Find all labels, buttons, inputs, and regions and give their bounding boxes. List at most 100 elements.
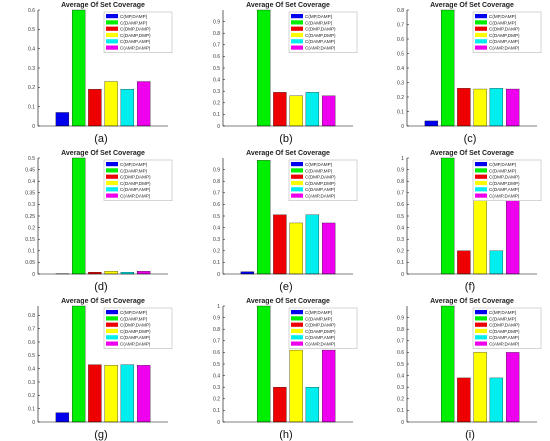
legend-label: C(DMP,DAMP) [305, 175, 336, 180]
legend-label: C(DAMP,MP) [120, 20, 148, 25]
legend: C(MP,DAMP)C(DAMP,MP) C(DMP,DAMP)C(DAMP,DM… [472, 307, 542, 349]
legend: C(MP,DAMP)C(DAMP,MP) C(DMP,DAMP)C(DAMP,DM… [103, 307, 173, 349]
legend-swatch [475, 341, 487, 346]
legend-label: C(DAMP,DMP) [489, 329, 520, 334]
y-tick-label: 0.7 [397, 22, 404, 28]
y-tick-label: 0.9 [397, 315, 404, 321]
legend: C(MP,DAMP)C(DAMP,MP) C(DMP,DAMP)C(DAMP,DM… [103, 159, 173, 201]
y-tick-label: 0.3 [213, 237, 220, 243]
legend-label: C(DAMP,MP) [120, 316, 148, 321]
legend-swatch [475, 168, 487, 173]
y-tick-label: 0 [217, 272, 220, 278]
y-tick-label: 0.4 [213, 225, 220, 231]
legend-label: C(DMP,DAMP) [120, 27, 151, 32]
bar-C(AMP,DAMP) [505, 88, 520, 127]
legend-swatch [291, 341, 303, 346]
bar-C(DAMP,DMP) [104, 81, 118, 127]
y-tick-label: 0.15 [25, 237, 35, 243]
legend-swatch [291, 322, 303, 327]
legend: C(MP,DAMP)C(DAMP,MP) C(DMP,DAMP)C(DAMP,DM… [288, 307, 358, 349]
legend-swatch [291, 14, 303, 19]
y-tick-label: 0.7 [397, 339, 404, 345]
y-tick-label: 0 [217, 420, 220, 426]
legend-swatch [475, 26, 487, 31]
bar-C(DMP,DAMP) [457, 250, 471, 275]
y-tick-label: 0.8 [213, 31, 220, 37]
y-tick-label: 0.5 [397, 362, 404, 368]
y-tick-label: 0.45 [25, 167, 35, 173]
y-tick-label: 0.2 [397, 95, 404, 101]
legend-swatch [106, 39, 118, 44]
legend-swatch [475, 39, 487, 44]
legend-label: C(DAMP,MP) [489, 168, 517, 173]
legend-swatch [106, 32, 118, 38]
y-tick-label: 0.3 [213, 89, 220, 95]
y-tick-label: 0.2 [213, 249, 220, 255]
bar-C(MP,DAMP) [55, 412, 70, 423]
legend-swatch [106, 20, 118, 25]
panel-caption: (g) [94, 429, 107, 441]
legend-label: C(MP,DAMP) [489, 14, 517, 19]
bar-C(AMP,DAMP) [136, 271, 151, 275]
legend-swatch [475, 20, 487, 25]
bar-C(DAMP,AMP) [489, 88, 504, 127]
y-tick-label: 0.05 [25, 260, 35, 266]
y-tick-label: 0.2 [28, 393, 35, 399]
legend-swatch [475, 180, 487, 186]
y-tick-label: 0 [217, 124, 220, 130]
bar-C(AMP,DAMP) [321, 349, 336, 423]
y-tick-label: 0.25 [25, 214, 35, 220]
legend: C(MP,DAMP)C(DAMP,MP) C(DMP,DAMP)C(DAMP,DM… [472, 11, 542, 53]
y-tick-label: 0.8 [28, 313, 35, 319]
legend-label: C(AMP,DAMP) [120, 342, 151, 347]
y-tick-label: 0.2 [28, 225, 35, 231]
legend-swatch [106, 322, 118, 327]
legend-swatch [475, 316, 487, 321]
legend-swatch [106, 328, 118, 334]
y-tick-label: 0.7 [213, 43, 220, 49]
bar-C(DMP,DAMP) [88, 89, 102, 127]
legend-label: C(DAMP,DMP) [489, 33, 520, 38]
y-tick-label: 0.5 [213, 362, 220, 368]
legend-label: C(MP,DAMP) [120, 162, 148, 167]
bar-C(DAMP,AMP) [120, 364, 135, 423]
bar-C(AMP,DAMP) [321, 222, 336, 275]
legend-swatch [475, 193, 487, 198]
y-tick-label: 0.6 [28, 8, 35, 14]
y-tick-label: 0.6 [213, 54, 220, 60]
legend-label: C(DMP,DAMP) [489, 27, 520, 32]
y-tick-label: 0.6 [213, 202, 220, 208]
panel-caption: (h) [279, 429, 292, 441]
legend-label: C(MP,DAMP) [489, 310, 517, 315]
legend-label: C(AMP,DAMP) [305, 194, 336, 199]
y-tick-label: 0.8 [397, 8, 404, 14]
legend-label: C(MP,DAMP) [305, 14, 333, 19]
bar-C(DMP,DAMP) [457, 88, 471, 127]
y-tick-label: 0.7 [28, 326, 35, 332]
y-tick-label: 0.1 [213, 260, 220, 266]
bar-C(DAMP,AMP) [120, 89, 135, 127]
y-tick-label: 0.1 [397, 408, 404, 414]
legend-swatch [291, 168, 303, 173]
bar-C(DAMP,MP) [256, 305, 271, 423]
legend-swatch [291, 45, 303, 50]
legend-label: C(DAMP,MP) [305, 316, 333, 321]
legend-label: C(DMP,DAMP) [489, 175, 520, 180]
legend: C(MP,DAMP)C(DAMP,MP) C(DMP,DAMP)C(DAMP,DM… [103, 11, 173, 53]
y-tick-label: 0.7 [397, 191, 404, 197]
bar-C(AMP,DAMP) [136, 81, 151, 127]
bar-C(DAMP,DMP) [289, 222, 303, 275]
legend-label: C(DAMP,AMP) [305, 187, 336, 192]
legend-label: C(DAMP,AMP) [120, 187, 151, 192]
legend-label: C(DMP,DAMP) [120, 323, 151, 328]
bar-C(DAMP,MP) [440, 157, 455, 275]
panel-caption: (e) [279, 281, 292, 293]
legend-label: C(DAMP,AMP) [489, 187, 520, 192]
legend-label: C(DAMP,MP) [305, 168, 333, 173]
bar-C(DAMP,MP) [71, 9, 86, 127]
chart-panel-f: Average Of Set Coverage 0 0.1 0.2 0.3 0.4 0.5 0… [397, 150, 542, 293]
bar-C(DAMP,MP) [71, 157, 86, 275]
y-tick-label: 0.6 [397, 350, 404, 356]
chart-title: Average Of Set Coverage [430, 298, 514, 305]
